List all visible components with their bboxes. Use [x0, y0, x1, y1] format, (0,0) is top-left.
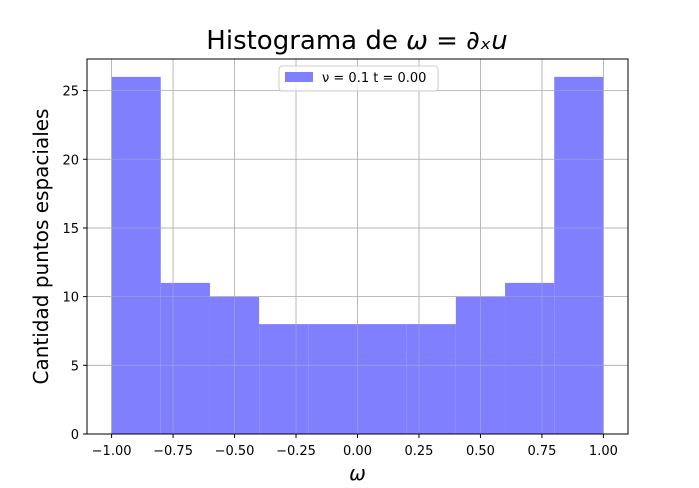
y-tick-label: 0 [71, 428, 79, 443]
y-tick-label: 10 [62, 291, 79, 306]
x-tick-label: 1.00 [589, 444, 618, 459]
x-axis: −1.00 −0.75 −0.50 −0.25 0.00 0.25 0.50 0.75 1.00 [92, 434, 618, 459]
legend: ν = 0.1 t = 0.00 [278, 65, 439, 92]
y-tick-label: 15 [62, 222, 79, 237]
x-tick-label: −1.00 [92, 444, 132, 459]
legend-entry-label: ν = 0.1 t = 0.00 [322, 71, 426, 86]
legend-swatch [285, 72, 313, 82]
histogram-bar [357, 324, 407, 434]
x-tick-label: −0.75 [153, 444, 193, 459]
legend-box [278, 65, 439, 92]
x-tick-label: 0.75 [527, 444, 556, 459]
histogram-bar [259, 324, 309, 434]
histogram-bar [160, 282, 210, 434]
histogram-bar [111, 76, 161, 434]
y-axis-label: Cantidad puntos espaciales [29, 109, 53, 385]
chart-title: Histograma de ω = ∂ₓu [206, 26, 507, 56]
x-axis-label: ω [349, 461, 366, 485]
bars [87, 59, 628, 435]
y-tick-label: 5 [71, 359, 79, 374]
chart-title-math: ω = ∂ₓu [406, 26, 508, 56]
x-tick-label: 0.00 [343, 444, 372, 459]
x-tick-label: 0.50 [466, 444, 495, 459]
y-tick-label: 25 [62, 85, 79, 100]
y-axis: 0 5 10 15 20 25 [62, 85, 87, 443]
y-tick-label: 20 [62, 153, 79, 168]
x-tick-label: −0.25 [276, 444, 316, 459]
histogram-bar [308, 324, 358, 434]
histogram-bar [406, 324, 456, 434]
histogram-bar [554, 76, 604, 434]
x-tick-label: 0.25 [405, 444, 434, 459]
x-tick-label: −0.50 [215, 444, 255, 459]
histogram-bar [505, 282, 555, 434]
chart-title-text: Histograma de [206, 26, 406, 56]
